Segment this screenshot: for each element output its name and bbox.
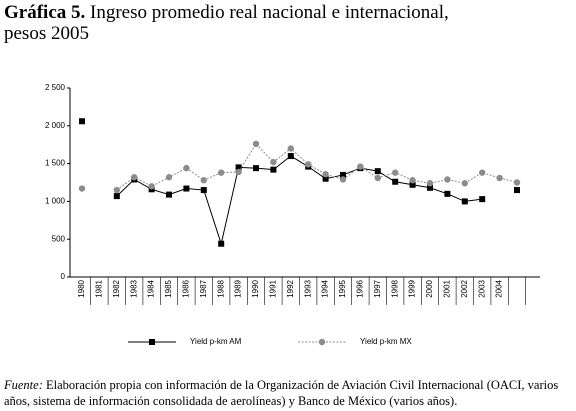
series-line bbox=[117, 156, 517, 244]
y-tick-label: 500 bbox=[52, 234, 66, 243]
legend-label: Yield p-km MX bbox=[360, 337, 412, 346]
point bbox=[183, 185, 190, 192]
point bbox=[235, 164, 242, 171]
point bbox=[252, 140, 260, 148]
point bbox=[322, 175, 329, 182]
x-tick-label: 1984 bbox=[147, 279, 156, 297]
title: Ingreso promedio real nacional e interna… bbox=[90, 2, 449, 23]
point bbox=[165, 174, 173, 181]
x-tick-label: 1982 bbox=[112, 279, 121, 297]
point bbox=[79, 118, 85, 125]
legend-marker bbox=[149, 339, 155, 345]
x-tick-label: 1980 bbox=[77, 279, 86, 297]
title-block: Gráfica 5. Ingreso promedio real naciona… bbox=[4, 2, 449, 44]
x-tick-label: 1987 bbox=[199, 279, 208, 297]
point bbox=[514, 187, 520, 194]
x-tick-label: 2004 bbox=[495, 279, 504, 297]
x-tick-label: 1997 bbox=[373, 279, 382, 297]
point bbox=[392, 178, 399, 185]
source: Fuente: Elaboración propia con informaci… bbox=[4, 377, 572, 409]
chart: 0 500 1 000 1 500 2 000 2 500 1980 1981 1982 1983… bbox=[45, 83, 540, 346]
point bbox=[374, 168, 381, 175]
x-tick-label: 1994 bbox=[321, 279, 330, 297]
point bbox=[131, 174, 138, 181]
legend-marker bbox=[318, 338, 326, 346]
point bbox=[305, 161, 312, 168]
point bbox=[218, 169, 225, 176]
x-tick-label: 2001 bbox=[443, 279, 452, 297]
source-text: Elaboración propia con información de la… bbox=[4, 378, 559, 408]
point bbox=[287, 145, 294, 152]
x-tick-label: 1993 bbox=[303, 279, 312, 297]
x-tick-label: 2002 bbox=[460, 279, 469, 297]
point bbox=[218, 240, 225, 247]
point bbox=[200, 187, 207, 194]
point bbox=[200, 177, 207, 184]
point bbox=[183, 164, 190, 172]
y-tick-label: 0 bbox=[61, 272, 66, 281]
y-tick-label: 1 000 bbox=[45, 197, 66, 206]
point bbox=[113, 186, 121, 194]
point bbox=[444, 190, 451, 197]
point bbox=[322, 170, 329, 178]
point bbox=[287, 153, 294, 160]
source-label: Fuente: bbox=[4, 378, 43, 392]
y-tick-label: 1 500 bbox=[45, 159, 66, 168]
series-line bbox=[116, 143, 518, 191]
point bbox=[461, 198, 468, 205]
point bbox=[479, 196, 486, 203]
x-tick-label: 1983 bbox=[129, 279, 138, 297]
title-prefix: Gráfica 5. bbox=[4, 2, 86, 23]
point bbox=[166, 191, 172, 198]
x-tick-label: 1990 bbox=[251, 279, 260, 297]
x-tick-label: 1998 bbox=[390, 279, 399, 297]
point bbox=[409, 177, 416, 184]
y-tick-label: 2 000 bbox=[45, 121, 66, 130]
point bbox=[270, 158, 277, 166]
point bbox=[113, 193, 120, 200]
point bbox=[427, 184, 433, 191]
x-tick-label: 1988 bbox=[216, 279, 225, 297]
point bbox=[148, 183, 155, 190]
x-tick-label: 1991 bbox=[269, 279, 278, 297]
x-tick-label: 1981 bbox=[95, 279, 104, 297]
point bbox=[340, 171, 346, 178]
x-tick-label: 2000 bbox=[425, 279, 434, 297]
subtitle: pesos 2005 bbox=[4, 23, 89, 44]
x-tick-label: 1999 bbox=[408, 279, 417, 297]
point bbox=[444, 176, 451, 183]
point bbox=[409, 181, 416, 188]
point bbox=[461, 180, 468, 187]
point bbox=[479, 169, 486, 176]
point bbox=[357, 163, 364, 170]
point bbox=[78, 185, 86, 192]
x-tick-label: 1995 bbox=[338, 279, 347, 297]
x-tick-label: 1986 bbox=[182, 279, 191, 297]
x-tick-label: 1989 bbox=[234, 279, 243, 297]
x-tick-label: 1985 bbox=[164, 279, 173, 297]
x-tick-label: 1996 bbox=[356, 279, 365, 297]
point bbox=[339, 176, 347, 183]
x-tick-label: 1992 bbox=[286, 279, 295, 297]
point bbox=[235, 168, 242, 176]
point bbox=[426, 180, 434, 187]
point bbox=[496, 174, 503, 182]
point bbox=[374, 174, 381, 182]
point bbox=[270, 166, 277, 173]
point bbox=[513, 179, 521, 186]
point bbox=[392, 169, 399, 176]
legend-label: Yield p-km AM bbox=[190, 337, 242, 346]
x-tick-label: 2003 bbox=[477, 279, 486, 297]
y-tick-label: 2 500 bbox=[45, 83, 66, 92]
point bbox=[253, 165, 259, 172]
